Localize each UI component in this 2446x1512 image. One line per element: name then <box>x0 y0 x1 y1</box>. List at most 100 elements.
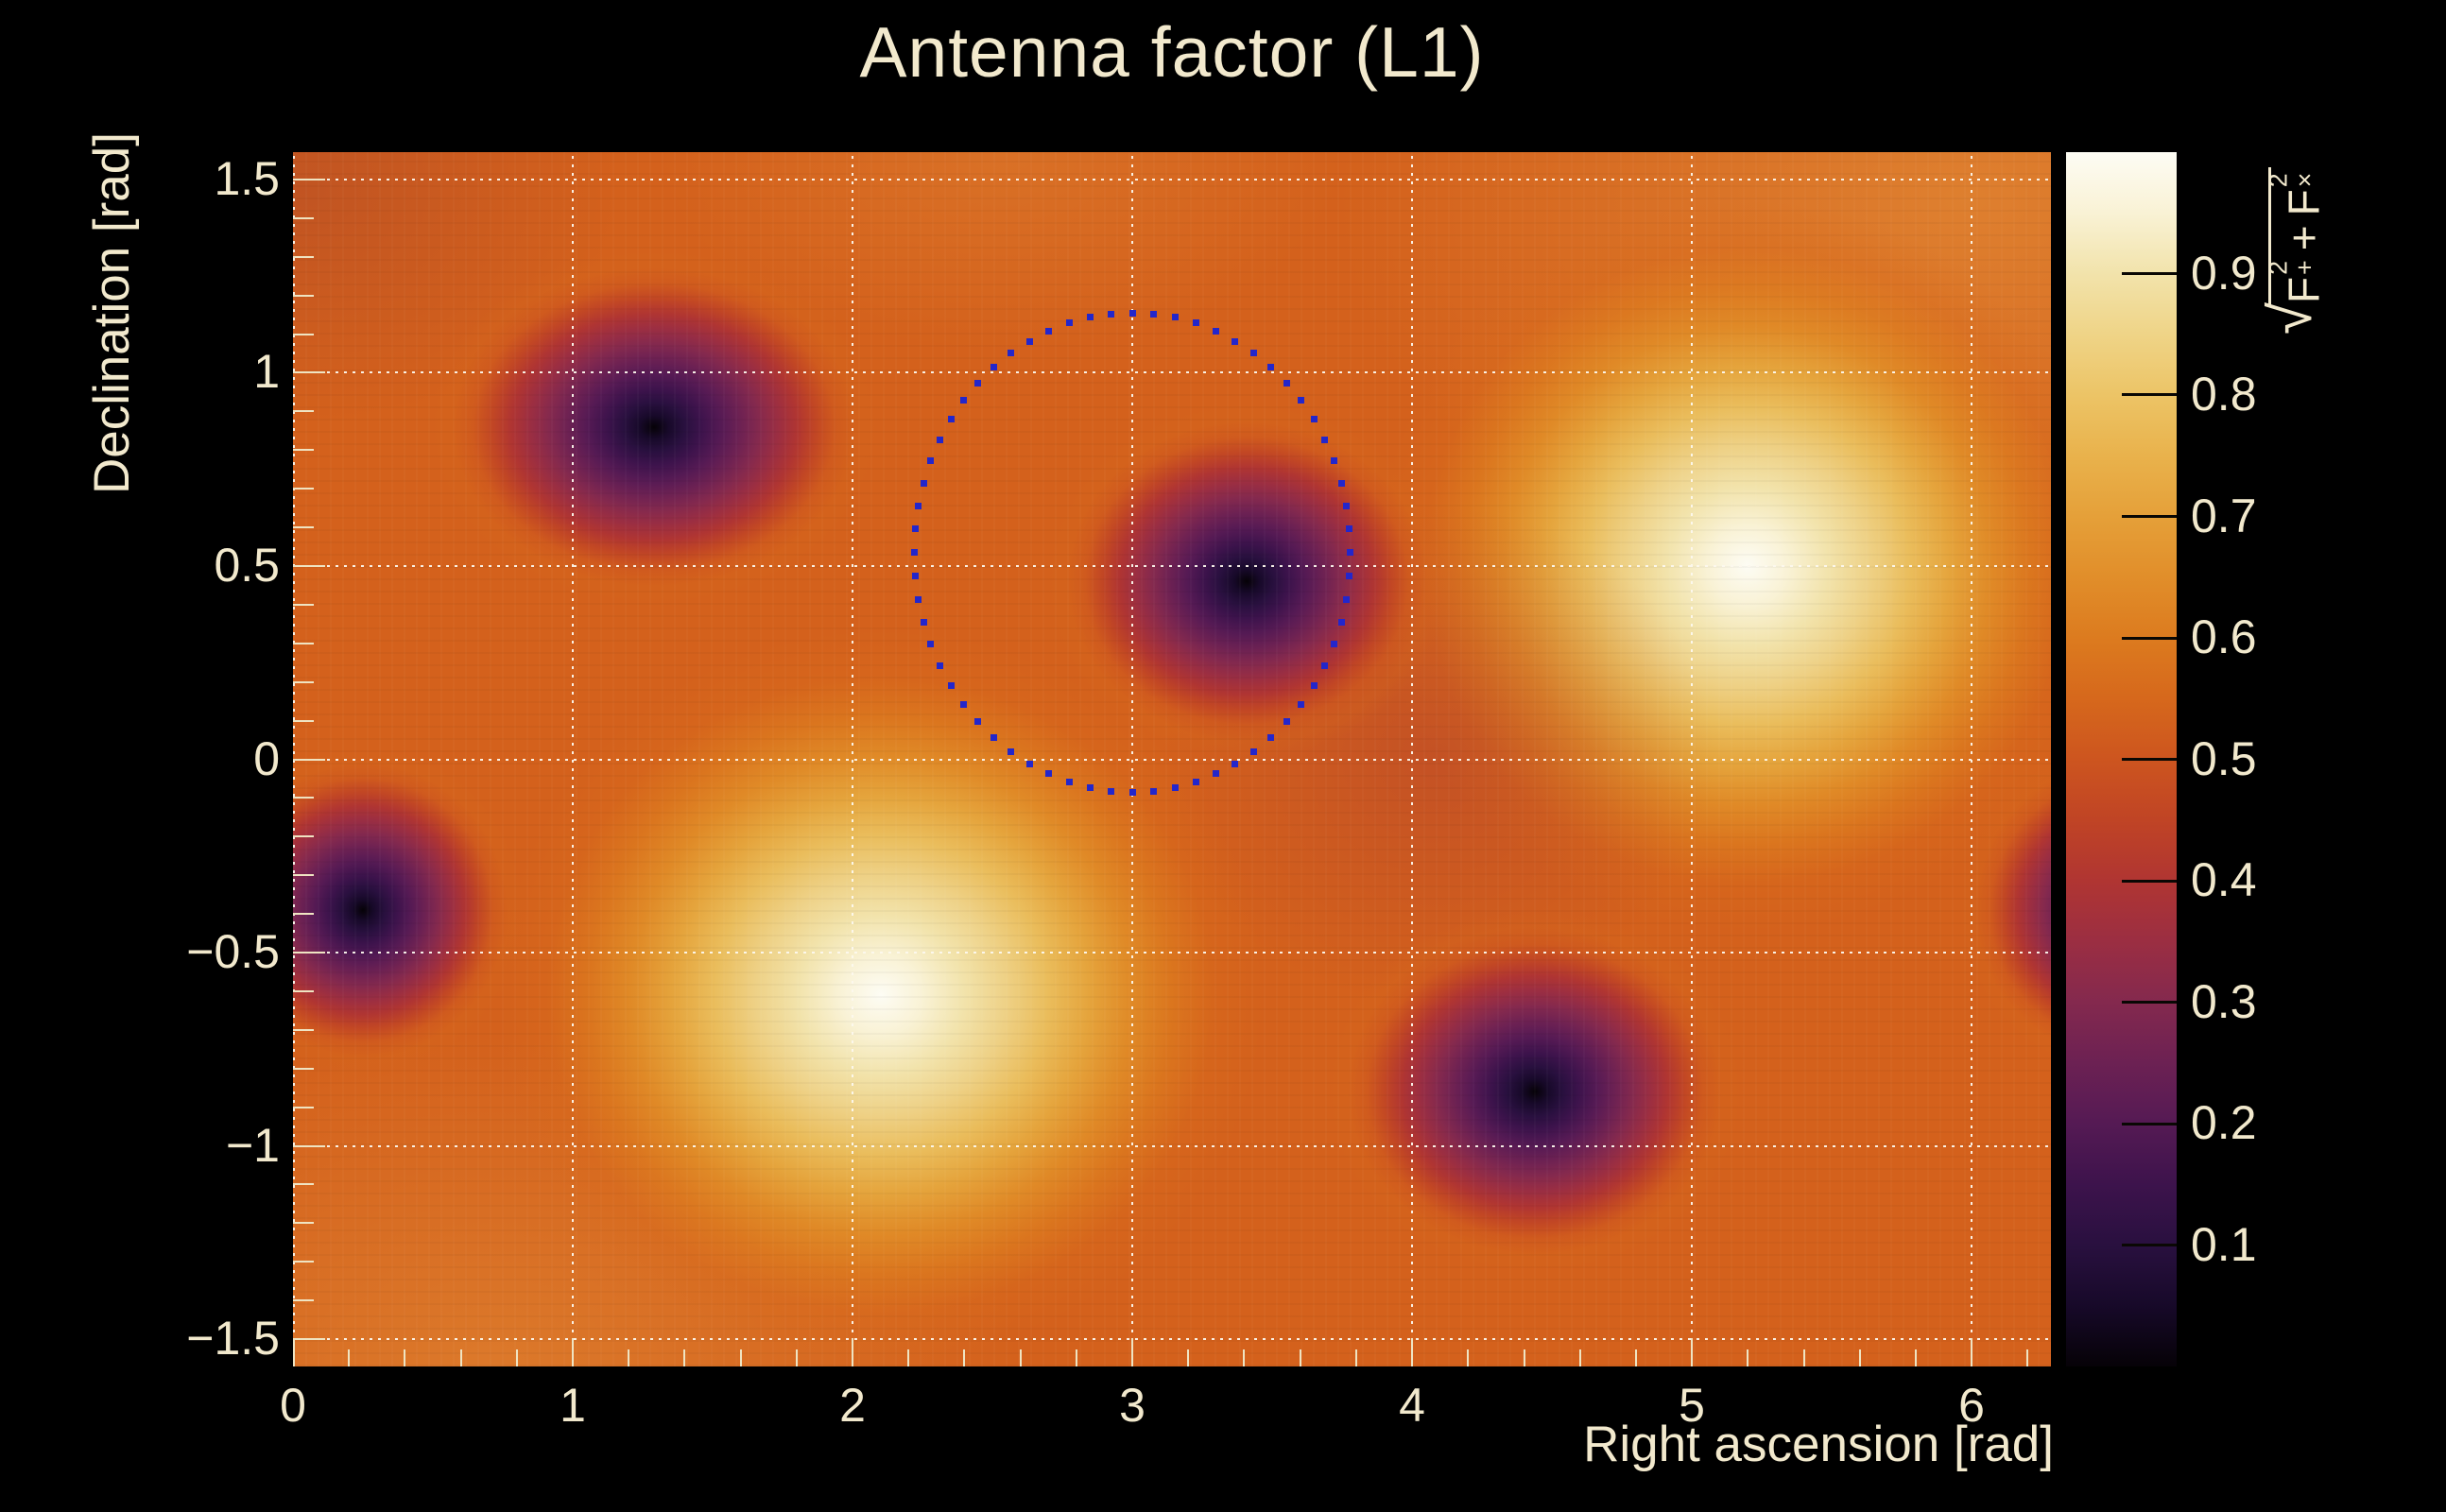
x-major-tick <box>852 1338 854 1366</box>
y-minor-tick <box>293 642 314 644</box>
gridline-dec-−0.5 <box>293 952 2051 954</box>
y-minor-tick <box>293 797 314 799</box>
y-minor-tick <box>293 1067 314 1070</box>
y-tick-label-−0.5: −0.5 <box>186 924 280 978</box>
gridline-dec-−1 <box>293 1145 2051 1147</box>
sky-circle-dot <box>1347 549 1353 556</box>
plus-operator: + <box>2279 225 2329 251</box>
x-tick-label-2: 2 <box>839 1379 866 1432</box>
f-cross-sub: × <box>2290 172 2319 188</box>
x-minor-tick <box>963 1349 966 1366</box>
sky-circle-dot <box>1346 573 1352 579</box>
sky-circle-dot <box>1087 784 1094 791</box>
sky-circle-dot <box>1338 619 1345 626</box>
y-minor-tick <box>293 410 314 413</box>
x-minor-tick <box>2026 1349 2029 1366</box>
colorbar-tick <box>2122 393 2177 396</box>
f-cross-sup: 2 <box>2264 173 2293 188</box>
colorbar-label-0.1: 0.1 <box>2191 1217 2257 1271</box>
y-tick-label-−1: −1 <box>225 1118 280 1172</box>
colorbar-tick <box>2122 1001 2177 1004</box>
y-major-tick <box>293 758 325 761</box>
x-minor-tick <box>1467 1349 1470 1366</box>
f-plus-scripts: 2 + <box>2264 260 2318 275</box>
x-major-tick <box>1971 1338 1973 1366</box>
y-minor-tick <box>293 1222 314 1225</box>
x-tick-label-3: 3 <box>1119 1379 1145 1432</box>
sky-circle-dot <box>1172 314 1179 320</box>
sky-circle-dot <box>927 457 934 464</box>
gridline-dec-−1.5 <box>293 1338 2051 1340</box>
sky-circle-dot <box>1232 761 1238 767</box>
colorbar-label-0.2: 0.2 <box>2191 1095 2257 1149</box>
gridline-dec-1.5 <box>293 179 2051 180</box>
colorbar-label-0.8: 0.8 <box>2191 367 2257 421</box>
sky-circle-dot <box>1298 397 1304 404</box>
gridline-ra-4 <box>1411 152 1413 1366</box>
sky-circle-dot <box>1213 328 1219 335</box>
y-minor-tick <box>293 989 314 992</box>
sky-circle-dot <box>1311 416 1318 422</box>
x-minor-tick <box>515 1349 518 1366</box>
sqrt-radical-glyph: √ <box>2259 301 2324 335</box>
x-minor-tick <box>795 1349 798 1366</box>
x-minor-tick <box>1634 1349 1637 1366</box>
colorbar-label-0.4: 0.4 <box>2191 852 2257 906</box>
sky-circle-dot <box>1150 311 1157 318</box>
x-major-tick <box>572 1338 575 1366</box>
x-minor-tick <box>1914 1349 1917 1366</box>
sky-circle-dot <box>990 734 997 741</box>
sky-circle-dot <box>1150 788 1157 795</box>
sky-circle-dot <box>990 364 997 370</box>
sky-circle-dot <box>974 380 981 387</box>
sky-circle-dot <box>1066 319 1073 326</box>
sky-circle-dot <box>1250 350 1257 356</box>
x-minor-tick <box>1802 1349 1805 1366</box>
y-minor-tick <box>293 913 314 916</box>
sky-circle-dot <box>912 525 919 532</box>
y-minor-tick <box>293 1261 314 1263</box>
colorbar-tick <box>2122 272 2177 275</box>
x-minor-tick <box>1523 1349 1525 1366</box>
y-minor-tick <box>293 1106 314 1108</box>
x-minor-tick <box>1019 1349 1022 1366</box>
y-minor-tick <box>293 526 314 529</box>
y-tick-label-1: 1 <box>253 344 280 398</box>
y-major-tick <box>293 371 325 374</box>
x-minor-tick <box>1747 1349 1749 1366</box>
x-minor-tick <box>459 1349 462 1366</box>
colorbar-tick <box>2122 880 2177 883</box>
colorbar-tick <box>2122 515 2177 518</box>
sky-circle-dot <box>1321 437 1328 443</box>
sky-circle-dot <box>911 549 918 556</box>
sky-circle-dot <box>1193 779 1199 785</box>
sky-circle-dot <box>1343 596 1350 603</box>
sky-circle-dot <box>1346 525 1352 532</box>
gridline-ra-1 <box>572 152 574 1366</box>
f-plus-symbol: F <box>2279 276 2329 303</box>
sky-circle-dot <box>1267 734 1274 741</box>
sky-circle-dot <box>960 701 967 708</box>
sky-circle-dot <box>1232 338 1238 345</box>
sky-circle-dot <box>915 503 922 509</box>
y-tick-label-−1.5: −1.5 <box>186 1311 280 1365</box>
sky-circle-dot <box>1008 350 1014 356</box>
x-minor-tick <box>1243 1349 1246 1366</box>
sky-circle-dot <box>1283 718 1290 725</box>
x-tick-label-1: 1 <box>560 1379 586 1432</box>
colorbar-tick <box>2122 1244 2177 1246</box>
sky-circle-dot <box>1172 784 1179 791</box>
y-minor-tick <box>293 603 314 606</box>
sky-circle-dot <box>1045 770 1052 777</box>
y-tick-label-1.5: 1.5 <box>214 151 280 205</box>
x-major-tick <box>1411 1338 1414 1366</box>
gridline-ra-6 <box>1971 152 1972 1366</box>
x-tick-label-4: 4 <box>1399 1379 1425 1432</box>
colorbar-tick <box>2122 1123 2177 1125</box>
colorbar-label-0.9: 0.9 <box>2191 246 2257 300</box>
y-minor-tick <box>293 1299 314 1302</box>
f-cross-scripts: 2 × <box>2264 173 2318 188</box>
x-minor-tick <box>1354 1349 1357 1366</box>
x-axis-title: Right ascension [rad] <box>1583 1417 2054 1472</box>
